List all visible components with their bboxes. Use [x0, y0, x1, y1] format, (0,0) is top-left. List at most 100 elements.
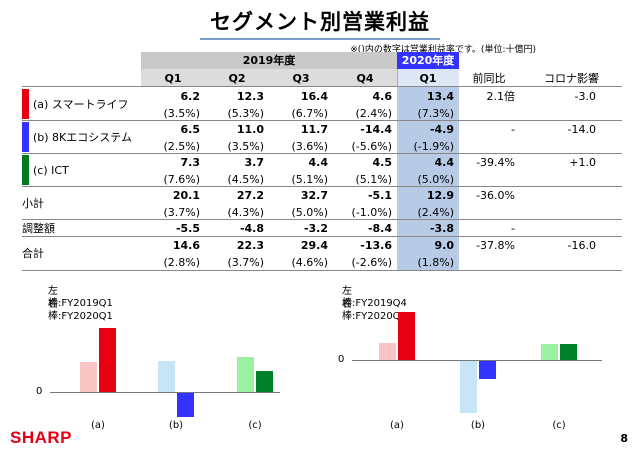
row-label: 合計 — [22, 247, 44, 260]
row-rate: (5.1%) — [291, 173, 328, 186]
chart-bar — [541, 343, 558, 360]
chart-bar — [158, 360, 175, 392]
row-rate: (5.0%) — [291, 206, 328, 219]
row-corona: -14.0 — [567, 123, 596, 136]
row-label: 調整額 — [22, 222, 55, 235]
row-label: (b) 8Kエコシステム — [33, 131, 132, 144]
row-2020-rate: (1.8%) — [417, 256, 454, 269]
row-rate: (7.6%) — [163, 173, 200, 186]
row-yoy: -39.4% — [476, 156, 515, 169]
row-value: -8.4 — [367, 222, 392, 235]
row-divider — [22, 186, 622, 187]
row-value: 6.5 — [180, 123, 201, 136]
row-divider — [22, 120, 622, 121]
row-rate: (3.5%) — [227, 140, 264, 153]
title-underline — [200, 38, 440, 40]
chart-zero-label: 0 — [338, 354, 345, 365]
row-rate: (2.8%) — [163, 256, 200, 269]
chart-bar — [560, 344, 577, 360]
row-rate: (-1.0%) — [351, 206, 393, 219]
chart-zero-axis — [352, 360, 602, 361]
chart-bar — [237, 356, 254, 392]
chart-bar — [460, 361, 477, 413]
segment-swatch — [22, 89, 29, 119]
row-corona: +1.0 — [569, 156, 596, 169]
row-rate: (4.5%) — [227, 173, 264, 186]
row-rate: (4.6%) — [291, 256, 328, 269]
row-rate: (3.7%) — [163, 206, 200, 219]
chart-category-label: (b) — [168, 420, 184, 431]
chart-bar — [99, 327, 116, 392]
row-rate: (5.1%) — [355, 173, 392, 186]
row-2020-rate: (7.3%) — [417, 107, 454, 120]
header-2020q-bg — [397, 69, 459, 86]
row-rate: (-2.6%) — [351, 256, 393, 269]
header-corona: コロナ影響 — [544, 72, 599, 85]
row-2020-rate: (2.4%) — [417, 206, 454, 219]
row-value: -3.2 — [303, 222, 328, 235]
chart-bar — [80, 362, 97, 392]
row-value: -13.6 — [360, 239, 392, 252]
unit-note: ※()内の数字は営業利益率です。(単位:十億円) — [350, 45, 536, 55]
row-2020-value: 13.4 — [426, 90, 454, 103]
row-value: -14.4 — [360, 123, 392, 136]
row-2020-value: 12.9 — [426, 189, 454, 202]
row-value: 7.3 — [180, 156, 201, 169]
segment-swatch — [22, 155, 29, 185]
row-2020-value: 4.4 — [434, 156, 455, 169]
chart-zero-axis — [50, 392, 280, 393]
row-2020-value: -4.9 — [429, 123, 454, 136]
chart-bar — [177, 393, 194, 417]
row-rate: (3.6%) — [291, 140, 328, 153]
row-rate: (5.3%) — [227, 107, 264, 120]
header-2020-bg — [397, 52, 459, 69]
header-yoy: 前同比 — [472, 72, 506, 85]
header-2019-bg — [141, 52, 397, 69]
fy2020-column-highlight — [397, 86, 459, 270]
chart-legend-item: 右棒:FY2020Q1 — [342, 299, 407, 322]
row-divider — [22, 236, 622, 237]
chart-category-label: (c) — [248, 420, 262, 431]
chart-category-label: (b) — [470, 420, 486, 431]
row-divider — [22, 86, 622, 87]
page-title: セグメント別営業利益 — [210, 10, 430, 34]
row-yoy: -36.0% — [476, 189, 515, 202]
chart-category-label: (c) — [552, 420, 566, 431]
row-rate: (-5.6%) — [351, 140, 393, 153]
chart-legend-item: 左棒:FY2019Q4 — [342, 286, 407, 309]
row-value: 16.4 — [300, 90, 328, 103]
row-corona: -16.0 — [567, 239, 596, 252]
page-number: 8 — [620, 432, 628, 445]
row-value: 11.0 — [236, 123, 264, 136]
row-value: -4.8 — [239, 222, 264, 235]
row-value: 11.7 — [300, 123, 328, 136]
chart-legend-item: 右棒:FY2020Q1 — [48, 299, 113, 322]
row-rate: (2.4%) — [355, 107, 392, 120]
header-q1: Q1 — [164, 72, 182, 85]
row-value: -5.5 — [175, 222, 200, 235]
row-label: (c) ICT — [33, 164, 69, 177]
chart-bar — [479, 361, 496, 379]
header-q3: Q3 — [292, 72, 310, 85]
segment-swatch — [22, 122, 29, 152]
header-q4: Q4 — [356, 72, 374, 85]
chart-category-label: (a) — [390, 420, 404, 431]
chart-bar — [398, 311, 415, 360]
header-q2: Q2 — [228, 72, 246, 85]
row-corona: -3.0 — [574, 90, 596, 103]
row-divider — [22, 219, 622, 220]
row-2020-rate: (5.0%) — [417, 173, 454, 186]
row-yoy: -37.8% — [476, 239, 515, 252]
chart-zero-label: 0 — [36, 386, 43, 397]
row-rate: (6.7%) — [291, 107, 328, 120]
chart-bar — [256, 370, 273, 392]
row-2020-value: 9.0 — [434, 239, 455, 252]
chart-bar — [379, 343, 396, 360]
row-divider — [22, 153, 622, 154]
row-rate: (4.3%) — [227, 206, 264, 219]
row-value: 6.2 — [180, 90, 201, 103]
sharp-logo: SHARP — [10, 428, 73, 447]
row-rate: (3.7%) — [227, 256, 264, 269]
row-rate: (2.5%) — [163, 140, 200, 153]
